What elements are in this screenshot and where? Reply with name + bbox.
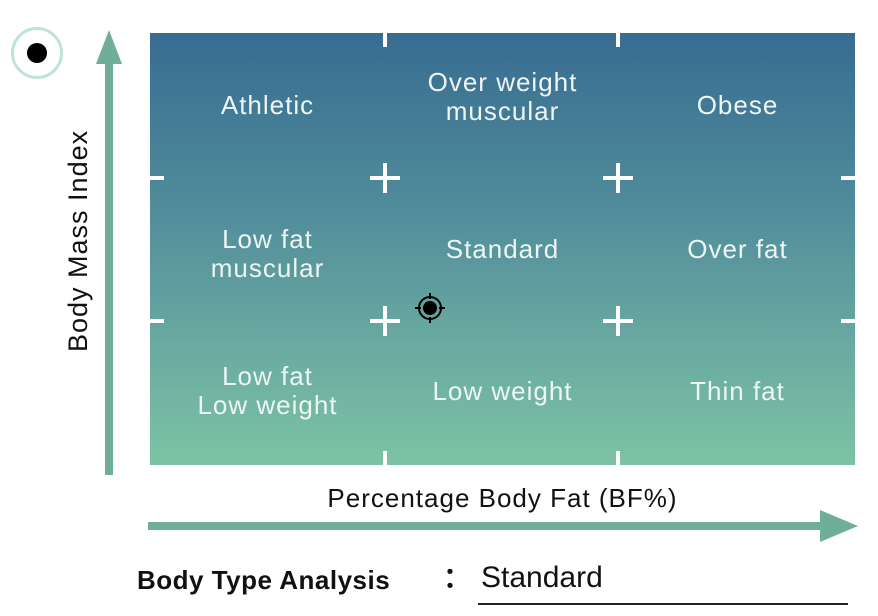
body-type-grid: Athletic Over weight muscular Obese Low … [150, 33, 855, 465]
x-axis-title: Percentage Body Fat (BF%) [327, 483, 678, 513]
grid-tick [150, 319, 164, 323]
grid-tick [383, 451, 387, 465]
target-marker-icon [11, 27, 63, 79]
cell-over-fat: Over fat [687, 233, 788, 264]
grid-tick [616, 33, 620, 47]
grid-tick [616, 451, 620, 465]
result-colon: ： [443, 562, 472, 593]
cell-low-fat-muscular: Low fat muscular [210, 224, 325, 283]
crosshair-target-icon [415, 293, 445, 323]
y-axis-title: Body Mass Index [63, 129, 93, 352]
grid-tick [150, 176, 164, 180]
cell-obese: Obese [696, 89, 779, 120]
grid-tick [383, 33, 387, 47]
cell-athletic: Athletic [220, 89, 315, 120]
plus-mark [616, 306, 620, 336]
grid-tick [841, 176, 855, 180]
cell-low-fat-low-weight: Low fat Low weight [197, 361, 338, 420]
marker-dot [27, 43, 47, 63]
cell-low-weight: Low weight [432, 375, 573, 406]
x-axis-arrow-icon [148, 510, 858, 542]
grid-tick [841, 319, 855, 323]
plus-mark [616, 163, 620, 193]
cell-thin-fat: Thin fat [690, 375, 785, 406]
cell-overweight-muscular: Over weight muscular [427, 67, 578, 126]
cell-standard: Standard [445, 233, 560, 264]
result-underline [478, 603, 848, 605]
y-axis-arrow-icon [96, 30, 122, 475]
plus-mark [383, 306, 387, 336]
result-label: Body Type Analysis [137, 565, 391, 595]
result-value: Standard [481, 561, 603, 594]
plus-mark [383, 163, 387, 193]
